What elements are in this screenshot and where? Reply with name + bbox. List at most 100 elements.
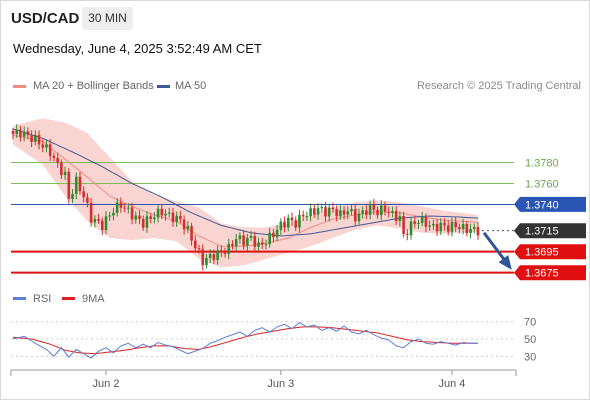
level-tag-label: 1.3715 [525, 226, 559, 238]
candle-body [432, 223, 435, 226]
candle-body [197, 248, 201, 250]
level-tag-label: 1.3740 [525, 199, 559, 211]
bollinger-band-area [13, 118, 478, 268]
candle-body [450, 222, 454, 232]
candle-body [93, 218, 97, 223]
candle-body [264, 244, 268, 246]
candle-body [286, 217, 290, 228]
candle-body [108, 215, 112, 217]
candle-body [238, 235, 242, 240]
candle-body [97, 218, 100, 221]
candle-body [257, 242, 260, 247]
candle-body [365, 210, 368, 215]
candle-body [11, 130, 15, 135]
ma20-legend-label: MA 20 + Bollinger Bands [33, 80, 154, 92]
candle-body [376, 209, 379, 216]
candle-body [268, 232, 271, 245]
candle-body [417, 222, 420, 224]
rsi-line [12, 321, 478, 359]
level-tag-label: 1.3675 [525, 268, 559, 280]
candle-body [476, 227, 480, 236]
time-axis: Jun 2 Jun 3 Jun 4 [10, 369, 517, 390]
candle-body [123, 207, 126, 209]
candle-body [130, 207, 134, 220]
candle-body [275, 229, 279, 238]
rsi-legend-swatch [13, 297, 26, 300]
candle-body [301, 214, 305, 217]
candle-body [205, 257, 208, 266]
candle-body [231, 243, 234, 246]
credit-text: Research © 2025 Trading Central [416, 80, 581, 92]
candle-body [74, 176, 78, 194]
candle-body [63, 171, 67, 176]
candle-body [186, 226, 190, 230]
candle-body [30, 135, 33, 142]
candle-body [309, 208, 312, 217]
candle-body [212, 254, 216, 261]
candle-body [216, 250, 219, 261]
candle-body [331, 207, 335, 210]
candle-body [439, 222, 443, 232]
candle-body [19, 129, 22, 137]
candle-body [324, 207, 327, 217]
candle-body [149, 216, 152, 220]
level-tag-1.3695 [514, 244, 586, 260]
level-tag-1.3740 [514, 196, 586, 212]
candle-body [246, 237, 249, 246]
candle-body [171, 212, 175, 223]
level-tag-1.3715 [514, 223, 586, 239]
candle-body [283, 221, 286, 228]
candle-body [446, 225, 450, 232]
candle-body [272, 232, 275, 238]
candle-body [56, 158, 59, 163]
candle-body [458, 227, 461, 230]
candle-body [227, 243, 231, 254]
x-tick-label: Jun 4 [438, 378, 465, 390]
ma50-legend-swatch [157, 85, 170, 88]
candle-body [234, 239, 238, 246]
candle-body [193, 240, 197, 249]
candle-body [52, 155, 56, 159]
arrow-head [498, 255, 512, 270]
candle-body [37, 134, 41, 145]
candle-body [242, 235, 245, 246]
candle-body [175, 215, 178, 223]
candle-body [357, 213, 361, 222]
candle-body [313, 208, 316, 215]
candle-body [372, 203, 376, 210]
candle-body [190, 226, 193, 241]
candle-body [346, 211, 350, 215]
candle-body [424, 217, 428, 227]
candle-body [327, 207, 331, 217]
bollinger-bands [13, 118, 478, 268]
candle-body [409, 221, 413, 236]
timeframe-badge[interactable]: 30 MIN [82, 7, 133, 30]
candle-body [153, 217, 156, 220]
candle-body [428, 225, 431, 227]
candle-body [260, 242, 264, 245]
ma9-legend-swatch [62, 297, 75, 300]
candle-body [119, 202, 123, 208]
candle-body [82, 191, 85, 198]
candle-body [279, 221, 283, 230]
candle-body [220, 250, 223, 252]
candle-body [48, 144, 52, 156]
ma20-line [12, 134, 479, 247]
candle-body [22, 131, 26, 137]
candle-body [461, 224, 465, 230]
rsi-legend-label: RSI [33, 293, 52, 305]
candle-body [45, 144, 48, 148]
candle-body [78, 176, 82, 192]
candle-body [320, 207, 324, 209]
candle-body [60, 162, 63, 176]
candle-body [398, 216, 402, 222]
candle-body [86, 197, 89, 203]
ma9-legend-label: 9MA [82, 293, 105, 305]
candle-body [26, 131, 30, 136]
symbol-title: USD/CAD [11, 10, 80, 27]
candle-body [435, 223, 439, 232]
candle-body [294, 220, 298, 228]
candle-body [379, 205, 383, 216]
candle-body [406, 234, 409, 236]
